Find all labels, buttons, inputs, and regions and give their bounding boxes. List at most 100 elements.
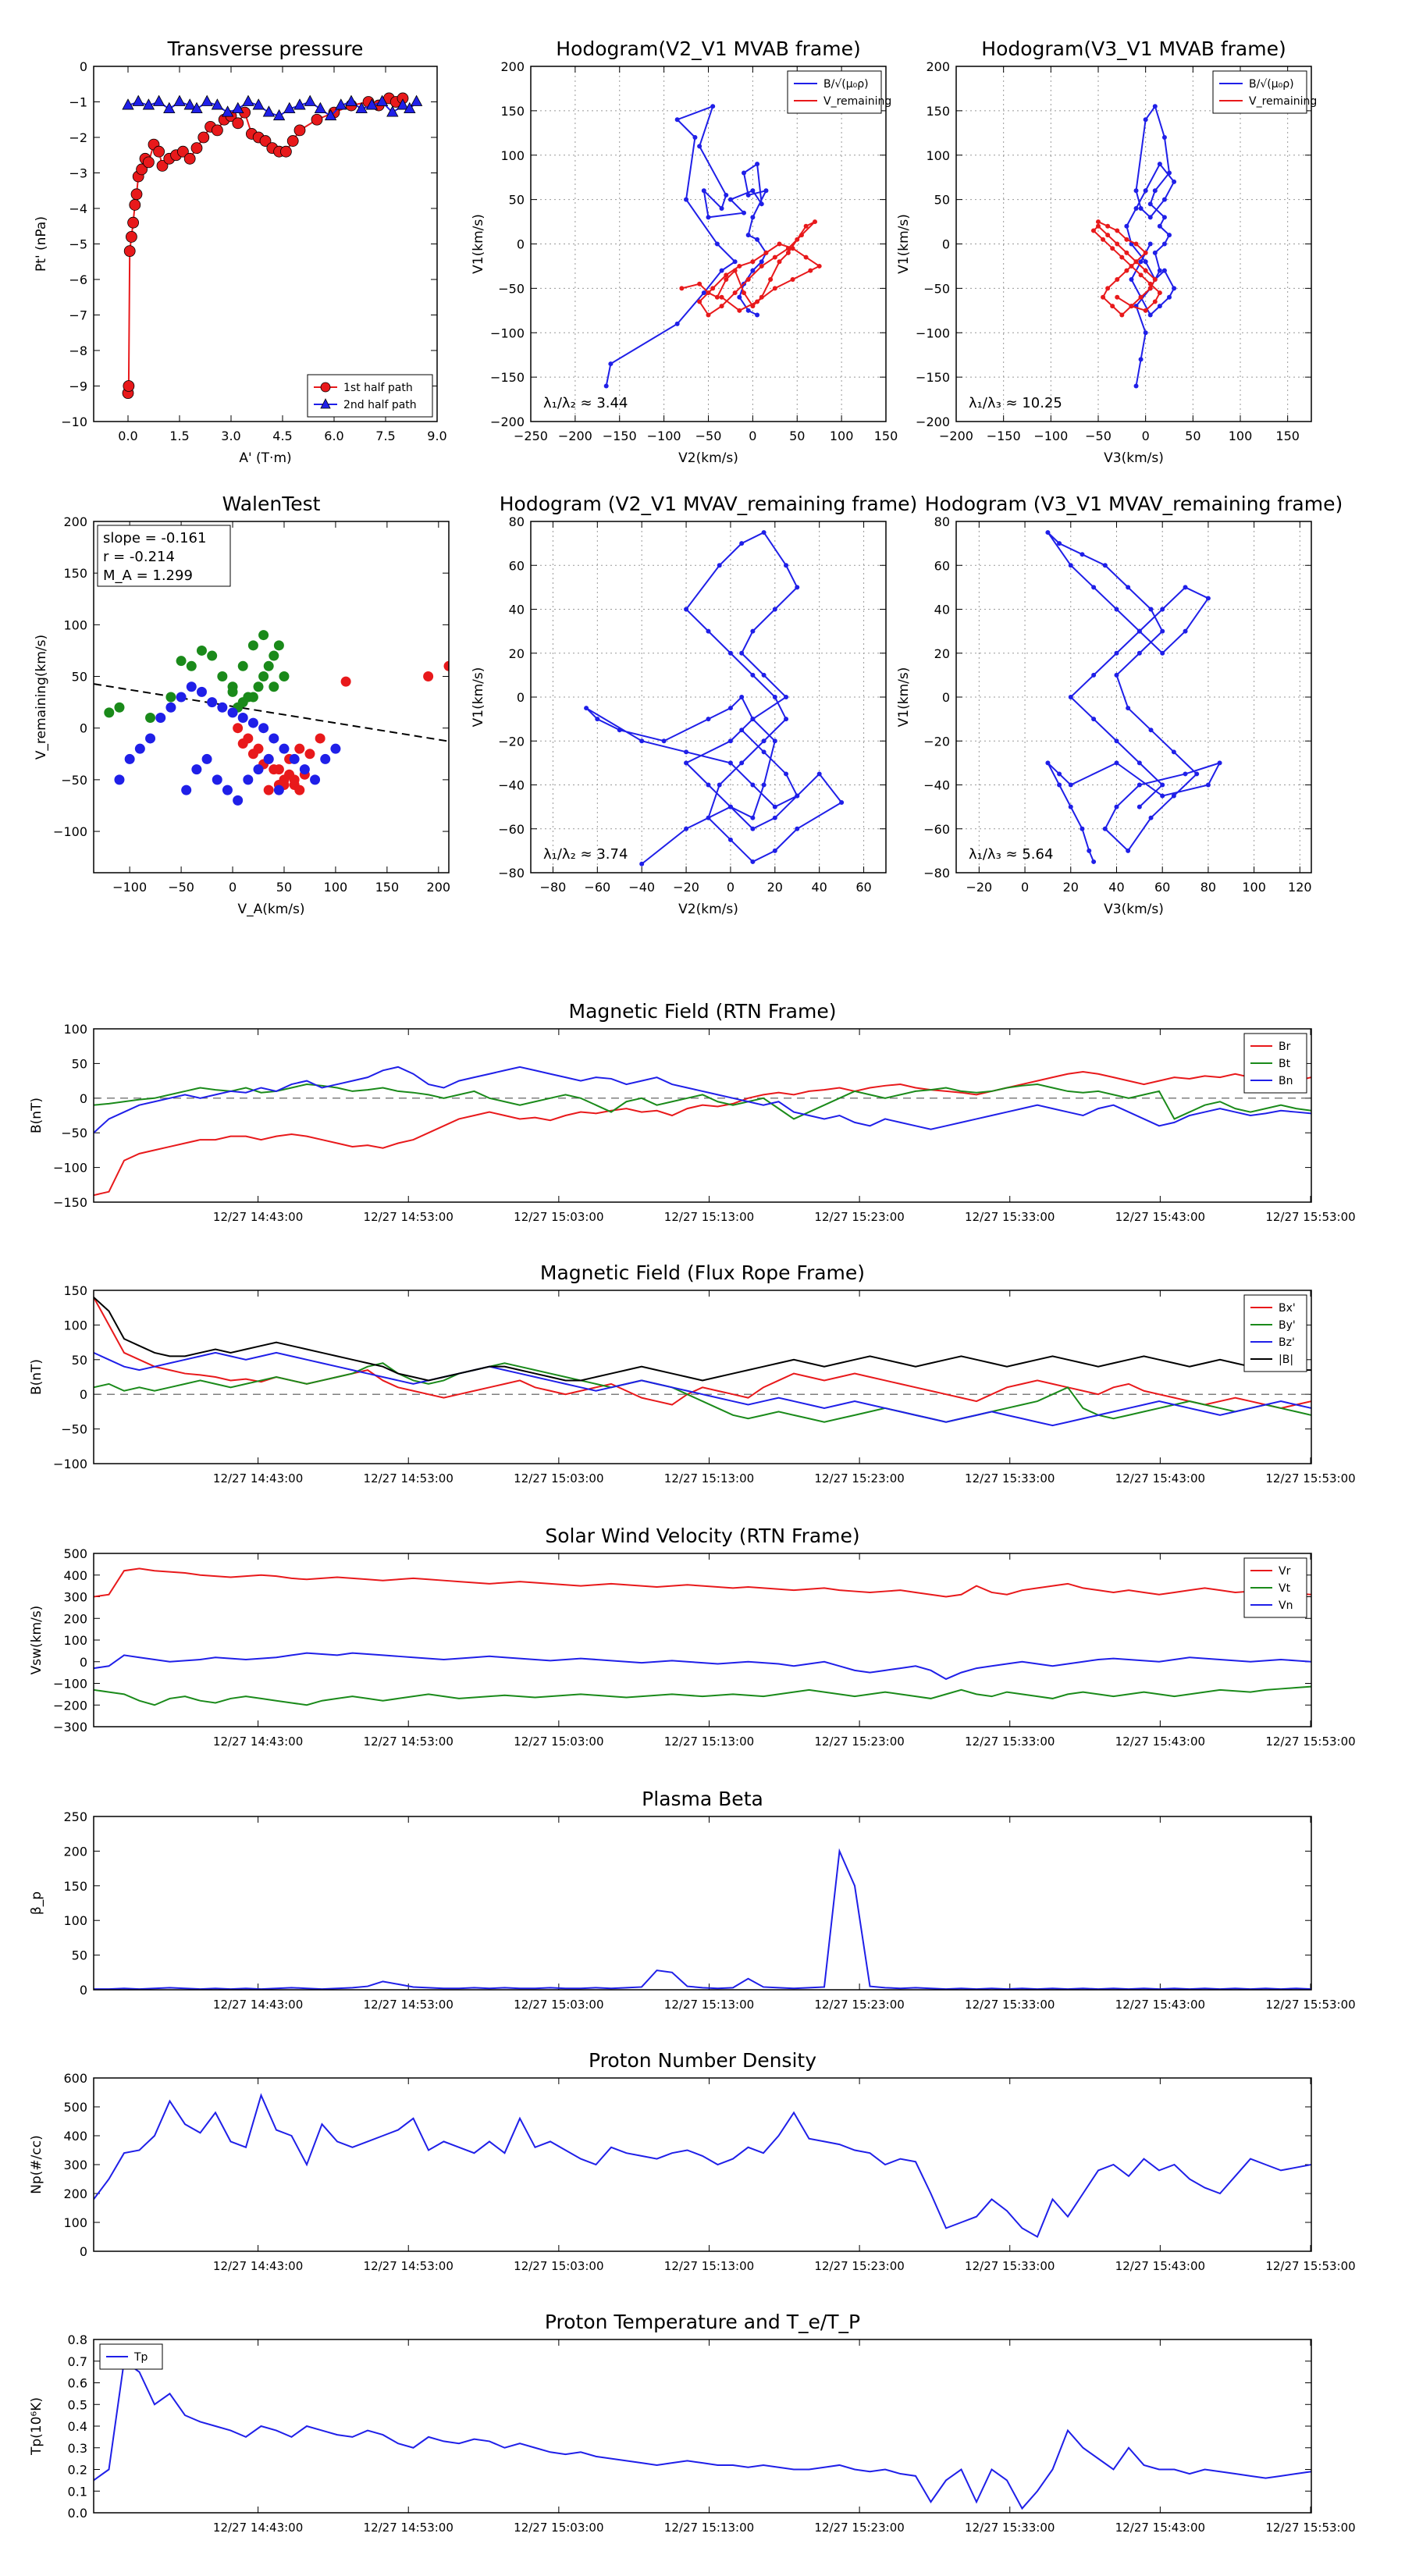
y-axis-label: Tp(10⁶K) [29, 2397, 44, 2456]
data-point [1133, 241, 1139, 247]
data-point [145, 712, 156, 723]
y-axis-label: Vsw(km/s) [29, 1606, 44, 1675]
data-point [263, 660, 274, 671]
data-point [320, 753, 331, 764]
data-point [777, 259, 782, 265]
y-axis-label: Pt' (nPa) [34, 216, 49, 272]
data-point [608, 361, 614, 367]
data-point [335, 98, 347, 110]
series-line-tp [94, 2359, 1311, 2510]
series-green [104, 630, 290, 723]
ratio-annotation: λ₁/λ₃ ≈ 5.64 [969, 846, 1053, 863]
data-point [745, 277, 751, 282]
data-point [1148, 728, 1154, 733]
y-tick-label: −150 [916, 370, 950, 385]
data-point [1161, 135, 1167, 140]
y-tick-label: −1 [69, 95, 87, 110]
x-tick-label: 12/27 14:43:00 [213, 2259, 303, 2273]
data-point [173, 94, 186, 106]
y-tick-label: −60 [923, 822, 950, 837]
data-point [1102, 563, 1108, 568]
data-point [1157, 223, 1162, 229]
chart-np: Proton Number Density 12/27 14:43:00 12/27… [29, 2049, 1356, 2273]
plot-frame [530, 66, 887, 422]
y-tick-label: 400 [63, 1568, 87, 1583]
y-tick-label: −80 [923, 866, 950, 881]
data-point [739, 650, 745, 656]
data-point [1114, 672, 1119, 678]
y-tick-label: 150 [63, 1283, 87, 1298]
y-tick-label: 0 [80, 59, 87, 74]
y-tick-label: −40 [923, 778, 950, 793]
data-point [742, 290, 746, 296]
data-point [222, 785, 233, 795]
data-point [1152, 250, 1158, 255]
y-tick-label: 50 [72, 670, 87, 685]
data-point [345, 94, 357, 106]
data-point [763, 250, 769, 255]
data-point [294, 743, 305, 754]
data-point [190, 142, 203, 155]
y-tick-label: 200 [63, 2186, 87, 2201]
data-point [1114, 650, 1119, 656]
y-tick-label: 50 [72, 1948, 87, 1963]
plot-area [94, 1848, 1311, 1990]
data-point [262, 105, 276, 117]
x-tick-label: 12/27 15:43:00 [1115, 1735, 1205, 1749]
x-tick-label: 120 [1288, 880, 1312, 895]
legend-marker [320, 382, 331, 393]
data-point [759, 294, 764, 300]
y-tick-label: 0.8 [68, 2332, 87, 2347]
y-tick-label: 40 [509, 603, 525, 617]
chart-title: Proton Number Density [589, 2049, 816, 2072]
legend: Tp [99, 2343, 163, 2370]
data-point [1171, 793, 1176, 799]
y-tick-label: 500 [63, 2100, 87, 2115]
y-tick-label: 400 [63, 2129, 87, 2144]
y-tick-label: 80 [934, 514, 950, 529]
data-point [737, 308, 742, 313]
y-tick-label: −50 [498, 281, 525, 296]
data-point [1157, 162, 1162, 167]
data-point [784, 717, 789, 722]
data-point [315, 733, 325, 744]
data-point [1114, 738, 1119, 744]
series-v-remaining [1090, 219, 1162, 318]
data-point [145, 733, 156, 744]
data-point [1138, 272, 1144, 278]
plot-area [94, 1567, 1311, 1706]
y-tick-label: 20 [509, 646, 525, 661]
y-tick-label: 50 [509, 193, 525, 208]
data-point [1126, 848, 1131, 853]
data-point [1152, 104, 1158, 109]
data-point [1148, 815, 1154, 820]
legend-label: Vr [1279, 1565, 1291, 1578]
data-point [1129, 263, 1134, 269]
data-point [1124, 250, 1129, 255]
series-v-remaining [679, 219, 822, 318]
plot-area [94, 2093, 1311, 2238]
x-tick-label: 0 [1142, 429, 1150, 443]
y-tick-label: −50 [61, 1422, 87, 1437]
plot-area [122, 92, 423, 400]
data-point [1147, 286, 1153, 291]
data-point [1110, 304, 1115, 309]
data-point [706, 782, 711, 788]
y-tick-label: 20 [934, 646, 950, 661]
fit-line [94, 683, 449, 742]
data-point [201, 753, 212, 764]
data-point [750, 628, 756, 634]
data-point [750, 826, 756, 831]
series-blue [114, 681, 341, 806]
data-point [1143, 250, 1148, 255]
data-point [768, 277, 774, 282]
x-tick-label: 0 [1021, 880, 1029, 895]
data-point [750, 859, 756, 864]
data-point [816, 263, 822, 269]
data-point [212, 774, 222, 785]
stats-line: r = -0.214 [103, 549, 175, 565]
data-point [1143, 268, 1148, 273]
x-tick-label: 12/27 15:33:00 [965, 1471, 1055, 1485]
data-point [1133, 383, 1139, 389]
y-tick-label: −8 [69, 343, 87, 358]
